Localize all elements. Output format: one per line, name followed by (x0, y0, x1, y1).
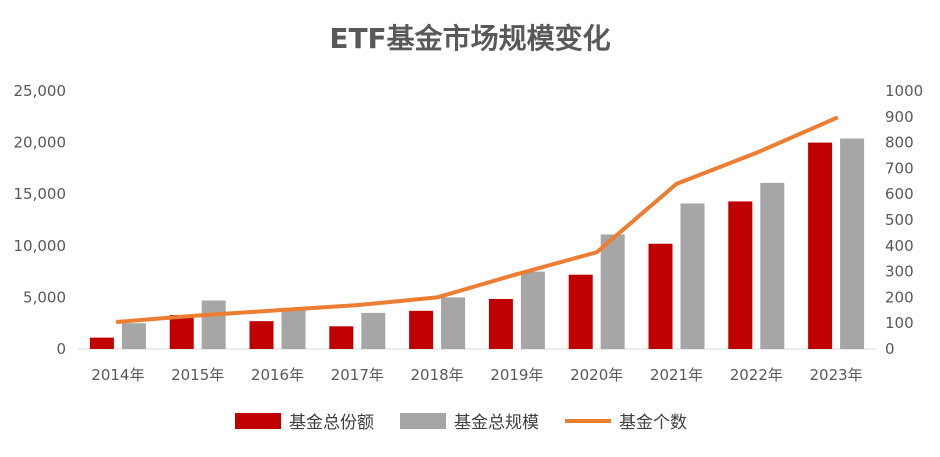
x-tick-label: 2021年 (650, 366, 703, 384)
x-tick-label: 2016年 (251, 366, 304, 384)
bar-share (89, 337, 114, 349)
bar-scale (281, 309, 306, 349)
y-right-tick-label: 100 (885, 314, 914, 332)
y-right-tick-label: 700 (885, 159, 914, 177)
y-left-tick-label: 10,000 (14, 237, 67, 255)
x-tick-label: 2022年 (730, 366, 783, 384)
line-point (355, 303, 360, 308)
bar-scale (201, 300, 226, 349)
bar-share (808, 142, 833, 349)
line-point (435, 295, 440, 300)
bar-share (249, 321, 274, 349)
bars-group (89, 138, 865, 349)
y-right-tick-label: 800 (885, 134, 914, 152)
y-right-tick-label: 200 (885, 288, 914, 306)
x-tick-label: 2015年 (171, 366, 224, 384)
y-left-axis: 0 5,000 10,000 15,000 20,000 25,000 (14, 82, 67, 358)
y-right-tick-label: 1000 (885, 82, 923, 100)
x-tick-label: 2020年 (570, 366, 623, 384)
line-point (834, 116, 839, 121)
bar-share (169, 314, 194, 349)
bar-scale (441, 297, 466, 349)
y-right-tick-label: 400 (885, 237, 914, 255)
y-left-tick-label: 25,000 (14, 82, 67, 100)
y-left-tick-label: 5,000 (23, 288, 66, 306)
bar-scale (680, 203, 705, 349)
legend-swatch-share (235, 413, 281, 429)
y-right-tick-label: 500 (885, 211, 914, 229)
bar-share (409, 310, 434, 349)
y-right-tick-label: 300 (885, 263, 914, 281)
x-tick-label: 2014年 (91, 366, 144, 384)
legend-label-count: 基金个数 (619, 413, 687, 433)
line-point (594, 250, 599, 255)
bar-scale (840, 138, 865, 349)
bar-share (329, 326, 354, 349)
line-point (674, 181, 679, 186)
bar-share (488, 298, 513, 349)
x-tick-label: 2019年 (490, 366, 543, 384)
x-axis: 2014年 2015年 2016年 2017年 2018年 2019年 2020年 2021年… (91, 366, 862, 384)
line-point (514, 272, 519, 277)
line-point (754, 150, 759, 155)
bar-share (568, 274, 593, 349)
line-point (115, 319, 120, 324)
line-point (275, 308, 280, 313)
legend-swatch-scale (400, 413, 446, 429)
x-tick-label: 2018年 (411, 366, 464, 384)
y-left-tick-label: 15,000 (14, 185, 67, 203)
bar-scale (361, 312, 386, 349)
bar-scale (520, 271, 545, 349)
y-right-tick-label: 900 (885, 108, 914, 126)
x-tick-label: 2017年 (331, 366, 384, 384)
bar-scale (760, 182, 785, 349)
bar-share (728, 201, 753, 349)
bar-scale (121, 323, 146, 349)
y-right-tick-label: 600 (885, 185, 914, 203)
legend-label-scale: 基金总规模 (454, 413, 539, 433)
chart-title: ETF基金市场规模变化 (329, 22, 610, 55)
x-tick-label: 2023年 (810, 366, 863, 384)
line-point (195, 313, 200, 318)
bar-scale (600, 234, 625, 349)
line-series-group (115, 116, 839, 324)
y-left-tick-label: 20,000 (14, 134, 67, 152)
legend: 基金总份额 基金总规模 基金个数 (235, 413, 687, 433)
y-right-tick-label: 0 (885, 340, 895, 358)
y-right-axis: 0 100 200 300 400 500 600 700 800 900 1000 (885, 82, 923, 358)
line-fund-count (115, 116, 839, 324)
legend-label-share: 基金总份额 (289, 413, 374, 433)
bar-share (648, 243, 673, 349)
y-left-tick-label: 0 (56, 340, 66, 358)
